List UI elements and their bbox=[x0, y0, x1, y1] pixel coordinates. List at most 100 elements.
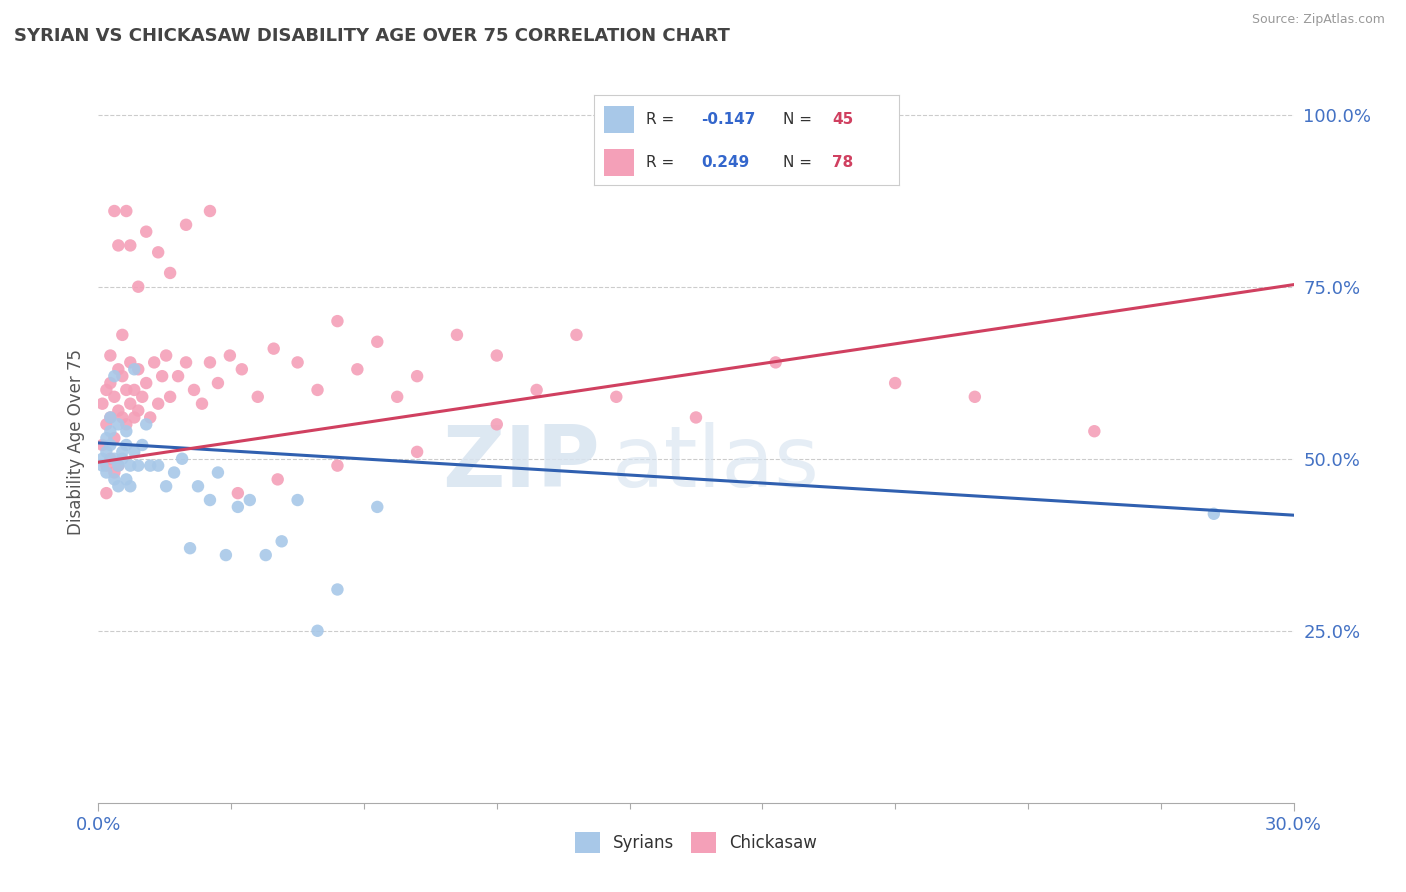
Point bbox=[485, 417, 508, 432]
Point bbox=[115, 438, 138, 452]
Point bbox=[246, 390, 269, 404]
Point bbox=[198, 355, 221, 369]
Point bbox=[254, 548, 277, 562]
Point bbox=[148, 458, 170, 473]
Text: SYRIAN VS CHICKASAW DISABILITY AGE OVER 75 CORRELATION CHART: SYRIAN VS CHICKASAW DISABILITY AGE OVER … bbox=[14, 27, 730, 45]
Point bbox=[96, 383, 118, 397]
Point bbox=[120, 397, 142, 411]
Point bbox=[1202, 507, 1225, 521]
Point bbox=[198, 204, 221, 219]
Point bbox=[163, 466, 186, 480]
Point bbox=[135, 417, 157, 432]
Point bbox=[107, 417, 129, 432]
Point bbox=[127, 362, 149, 376]
Point bbox=[111, 327, 134, 342]
Point bbox=[263, 342, 285, 356]
Point bbox=[183, 383, 205, 397]
Y-axis label: Disability Age Over 75: Disability Age Over 75 bbox=[66, 349, 84, 534]
Point bbox=[103, 472, 125, 486]
Point bbox=[326, 458, 349, 473]
Point bbox=[96, 431, 118, 445]
Point bbox=[124, 383, 146, 397]
Point bbox=[107, 458, 129, 473]
Point bbox=[1083, 424, 1105, 438]
Point bbox=[231, 362, 253, 376]
Point bbox=[103, 369, 125, 384]
Text: atlas: atlas bbox=[613, 422, 820, 505]
Point bbox=[124, 445, 146, 459]
Point bbox=[91, 451, 114, 466]
Point bbox=[207, 466, 229, 480]
Point bbox=[326, 314, 349, 328]
Point bbox=[135, 376, 157, 390]
Point bbox=[270, 534, 292, 549]
Point bbox=[124, 410, 146, 425]
Point bbox=[765, 355, 787, 369]
Point bbox=[406, 445, 429, 459]
Point bbox=[91, 438, 114, 452]
Point bbox=[98, 424, 122, 438]
Point bbox=[107, 362, 129, 376]
Point bbox=[96, 417, 118, 432]
Point bbox=[179, 541, 201, 556]
Point bbox=[103, 431, 125, 445]
Point bbox=[98, 349, 122, 363]
Point bbox=[215, 548, 238, 562]
Point bbox=[103, 451, 125, 466]
Point bbox=[127, 458, 149, 473]
Point bbox=[219, 349, 242, 363]
Point bbox=[226, 486, 249, 500]
Point bbox=[111, 410, 134, 425]
Point bbox=[155, 479, 177, 493]
Point bbox=[107, 479, 129, 493]
Point bbox=[884, 376, 907, 390]
Point bbox=[91, 397, 114, 411]
Point bbox=[127, 279, 149, 293]
Point bbox=[406, 369, 429, 384]
Point bbox=[326, 582, 349, 597]
Point bbox=[115, 204, 138, 219]
Point bbox=[115, 417, 138, 432]
Point bbox=[120, 479, 142, 493]
Point bbox=[131, 390, 153, 404]
Point bbox=[115, 383, 138, 397]
Point bbox=[239, 493, 262, 508]
Point bbox=[98, 376, 122, 390]
Point bbox=[120, 238, 142, 252]
Point bbox=[155, 349, 177, 363]
Point bbox=[143, 355, 166, 369]
Point bbox=[107, 403, 129, 417]
Point bbox=[96, 466, 118, 480]
Point bbox=[96, 458, 118, 473]
Point bbox=[366, 334, 388, 349]
Point bbox=[139, 410, 162, 425]
Point bbox=[98, 438, 122, 452]
Point bbox=[103, 466, 125, 480]
Point bbox=[103, 204, 125, 219]
Point bbox=[963, 390, 986, 404]
Point bbox=[103, 390, 125, 404]
Point bbox=[148, 245, 170, 260]
Point bbox=[96, 445, 118, 459]
Point bbox=[207, 376, 229, 390]
Point bbox=[107, 458, 129, 473]
Point bbox=[526, 383, 548, 397]
Point bbox=[111, 445, 134, 459]
Point bbox=[605, 390, 627, 404]
Point bbox=[98, 410, 122, 425]
Point bbox=[159, 266, 181, 280]
Point bbox=[366, 500, 388, 514]
Point bbox=[287, 493, 309, 508]
Point bbox=[150, 369, 173, 384]
Point bbox=[115, 424, 138, 438]
Point bbox=[485, 349, 508, 363]
Point bbox=[98, 451, 122, 466]
Point bbox=[135, 225, 157, 239]
Point bbox=[127, 403, 149, 417]
Point bbox=[167, 369, 190, 384]
Point bbox=[131, 438, 153, 452]
Point bbox=[385, 390, 409, 404]
Point bbox=[139, 458, 162, 473]
Point bbox=[198, 493, 221, 508]
Point bbox=[174, 355, 197, 369]
